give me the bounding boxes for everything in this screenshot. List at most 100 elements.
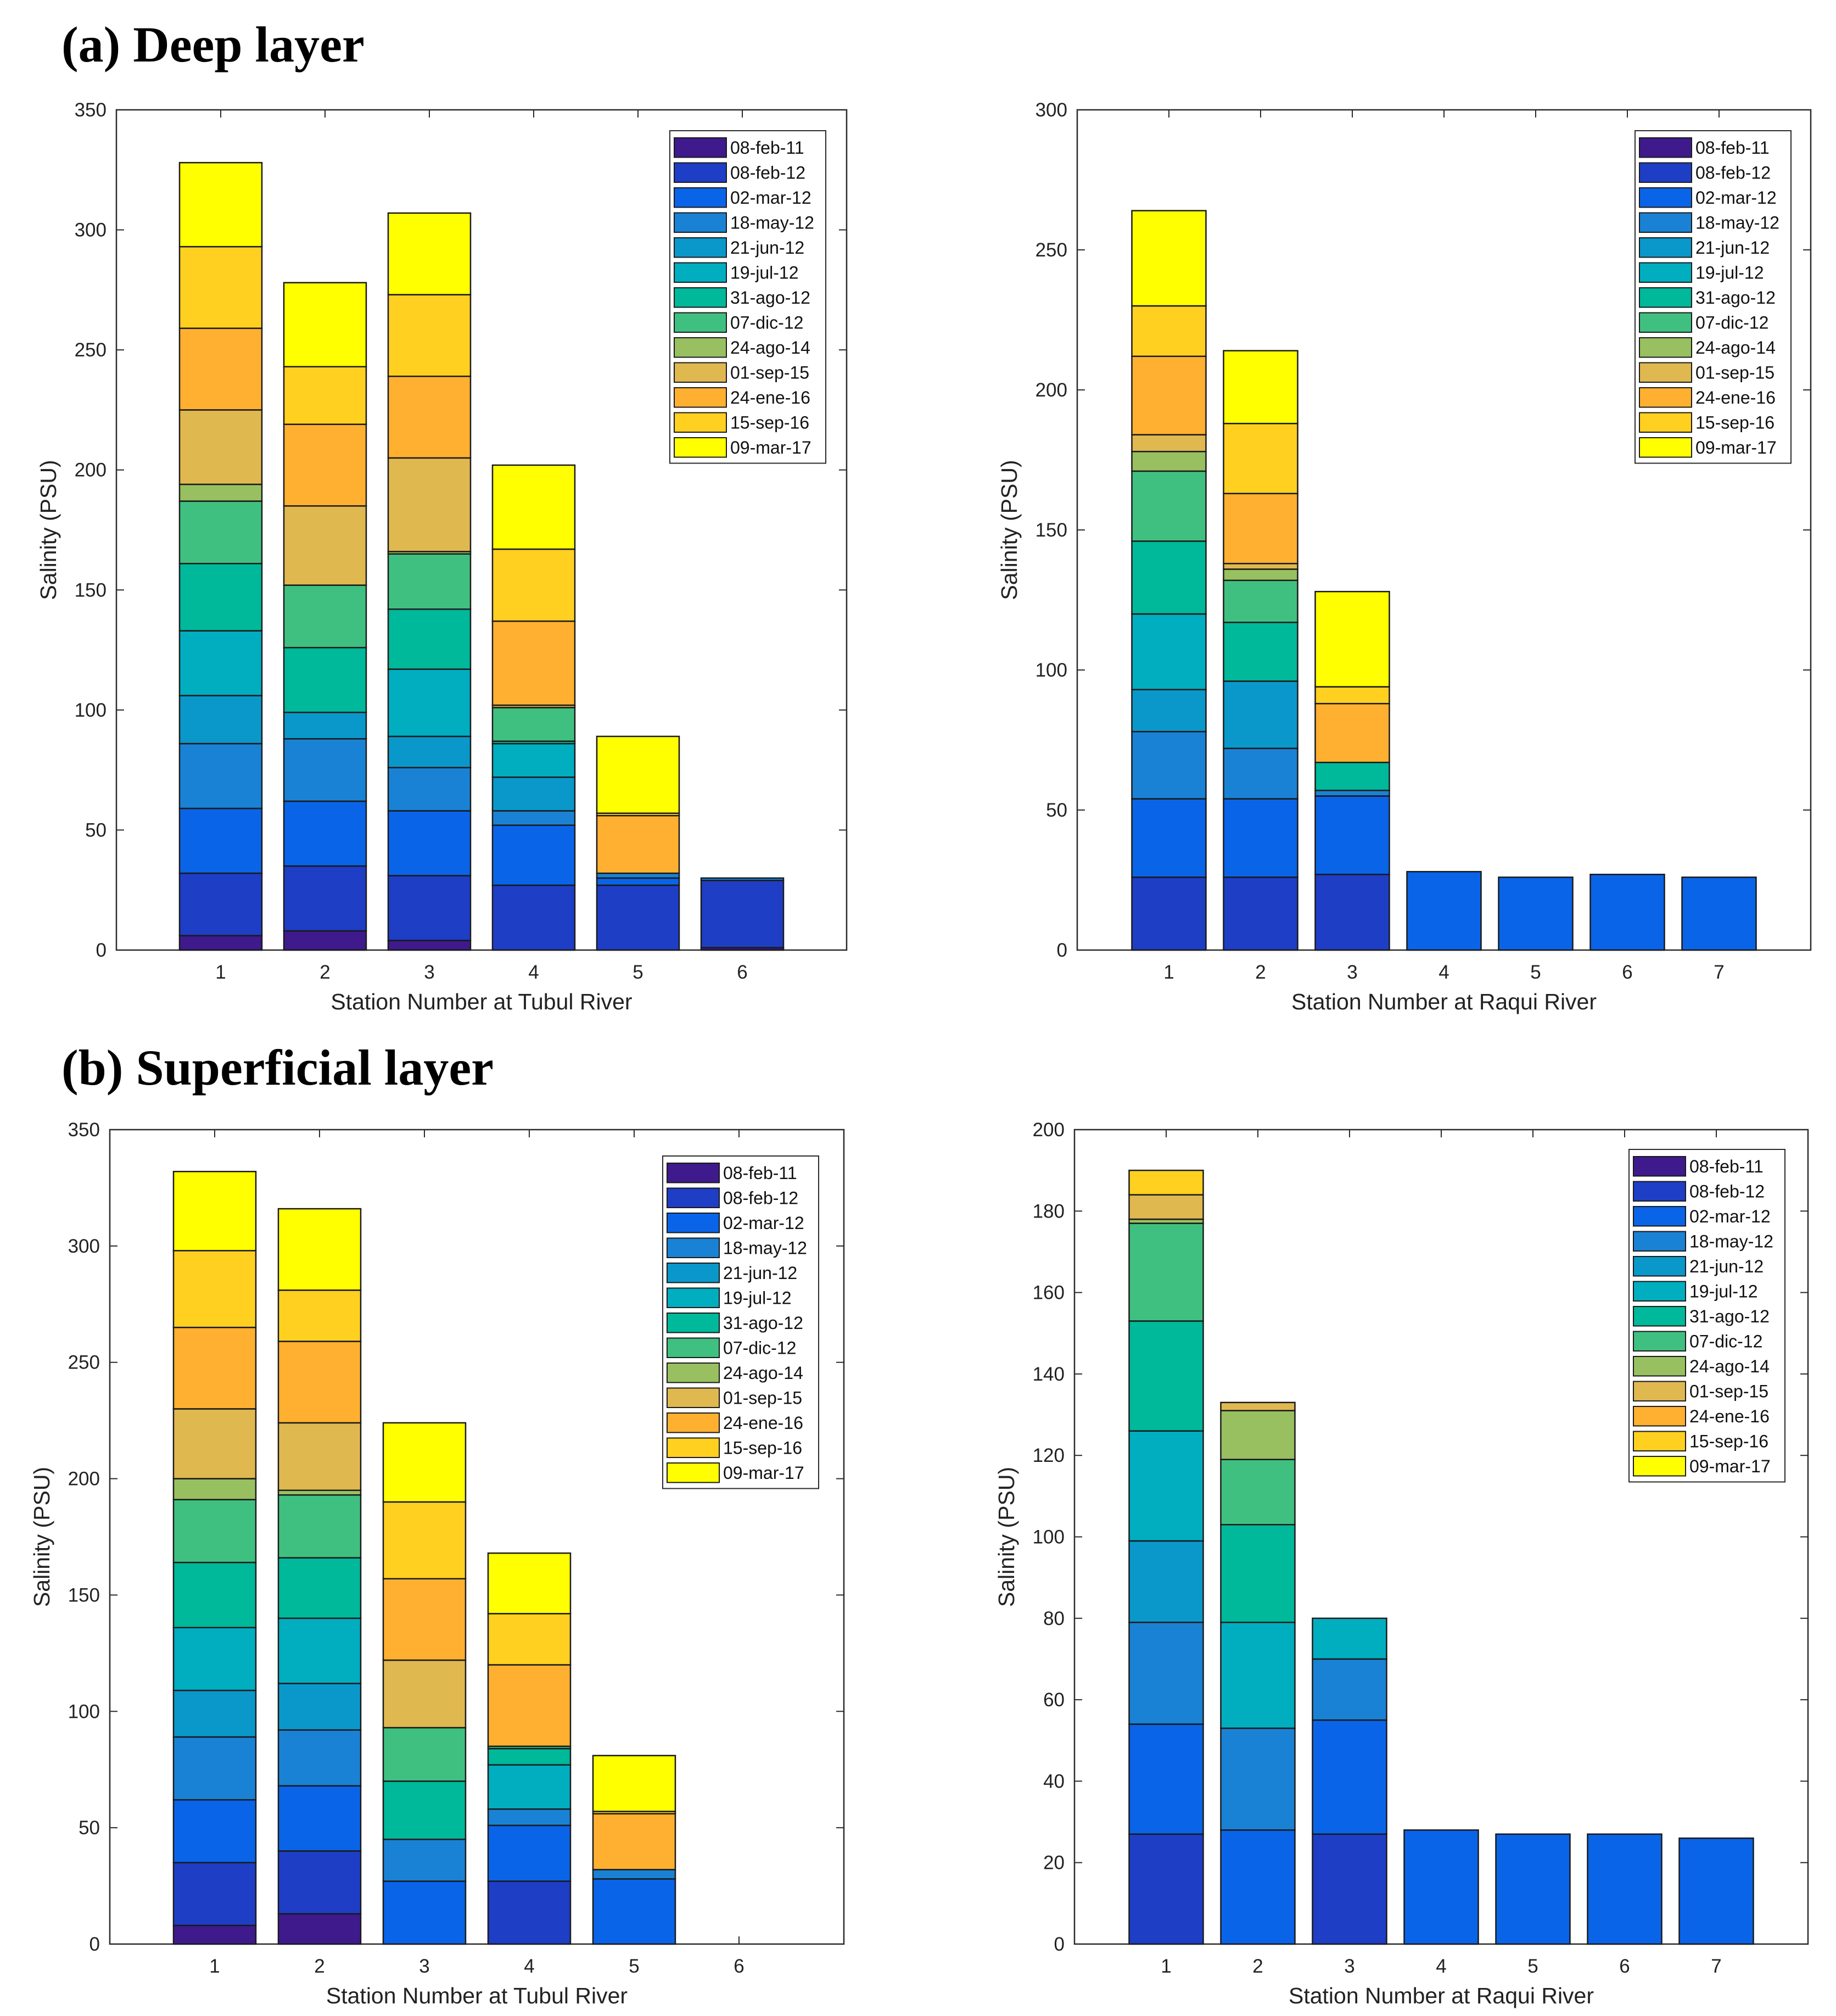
bar-segment <box>487 1824 572 1882</box>
legend-label: 31-ago-12 <box>1689 1306 1770 1326</box>
bar-segment <box>592 1813 676 1870</box>
bar-segment <box>1223 493 1298 565</box>
legend-label: 15-sep-16 <box>1689 1431 1768 1451</box>
legend-swatch <box>1633 1181 1686 1202</box>
legend-label: 02-mar-12 <box>730 188 811 208</box>
x-tick-label: 7 <box>1711 1956 1721 1977</box>
x-tick-label: 3 <box>1347 962 1357 983</box>
bar-segment <box>178 935 263 951</box>
x-tick-label: 1 <box>209 1956 220 1977</box>
y-tick-label: 0 <box>1054 1934 1065 1955</box>
bar-segment <box>283 800 367 867</box>
y-tick-label: 250 <box>75 339 107 361</box>
bar-segment <box>1131 689 1207 733</box>
bar-segment <box>178 327 263 411</box>
bar-segment <box>491 884 576 951</box>
legend-label: 24-ene-16 <box>730 388 810 407</box>
bar-segment <box>178 562 263 632</box>
x-tick-label: 5 <box>1530 962 1541 983</box>
legend-label: 18-may-12 <box>723 1238 807 1258</box>
bar-segment <box>277 1208 362 1291</box>
bar-segment <box>596 877 680 886</box>
legend-swatch <box>674 337 727 358</box>
bar-segment <box>487 1747 572 1766</box>
legend-label: 24-ene-16 <box>723 1413 803 1433</box>
legend-swatch <box>667 1362 720 1383</box>
legend-swatch <box>1633 1156 1686 1177</box>
bar-segment <box>382 1727 467 1782</box>
legend-label: 19-jul-12 <box>730 263 799 282</box>
bar-segment <box>487 1764 572 1810</box>
legend-label: 01-sep-15 <box>723 1388 802 1408</box>
bar-segment <box>1128 1430 1204 1542</box>
legend-label: 08-feb-11 <box>723 1163 797 1183</box>
bar-segment <box>1403 1829 1479 1945</box>
bar-segment <box>491 742 576 778</box>
legend-swatch <box>667 1237 720 1258</box>
x-axis-label: Station Number at Raqui River <box>1291 989 1597 1014</box>
bar-segment <box>283 738 367 802</box>
bar-segment <box>596 872 680 879</box>
legend-swatch <box>674 437 727 458</box>
bar-segment <box>1220 1459 1296 1526</box>
legend-label: 21-jun-12 <box>723 1263 797 1283</box>
legend-label: 08-feb-12 <box>1695 163 1771 182</box>
bar-segment <box>283 505 367 586</box>
legend-label: 02-mar-12 <box>723 1213 804 1233</box>
legend-label: 01-sep-15 <box>1695 362 1775 382</box>
legend-label: 09-mar-17 <box>730 438 811 457</box>
legend-swatch <box>667 1337 720 1358</box>
bar-segment <box>387 735 472 769</box>
bar-segment <box>172 1924 257 1945</box>
bar-segment <box>387 457 472 552</box>
legend-label: 19-jul-12 <box>1695 263 1764 282</box>
legend-label: 24-ago-14 <box>723 1363 803 1383</box>
bar-segment <box>277 1341 362 1424</box>
bar-segment <box>1131 876 1207 951</box>
x-tick-label: 3 <box>1344 1956 1354 1977</box>
bar-segment <box>1223 350 1298 425</box>
legend-label: 21-jun-12 <box>1689 1256 1764 1276</box>
bar-segment <box>387 375 472 459</box>
bar-segment <box>172 1799 257 1863</box>
legend-swatch <box>674 187 727 208</box>
heading-b: (b) Superficial layer <box>61 1040 494 1096</box>
bar-segment <box>491 824 576 886</box>
bar-segment <box>178 483 263 502</box>
bar-segment <box>172 1171 257 1252</box>
legend-swatch <box>674 312 727 333</box>
y-axis-label: Salinity (PSU) <box>997 460 1022 600</box>
bar-segment <box>382 1880 467 1945</box>
legend-label: 19-jul-12 <box>1689 1281 1758 1301</box>
bar-segment <box>1223 680 1298 750</box>
legend-swatch <box>1633 1406 1686 1427</box>
x-axis-label: Station Number at Tubul River <box>331 989 632 1014</box>
y-tick-label: 100 <box>1033 1527 1065 1548</box>
y-tick-label: 120 <box>1033 1445 1065 1466</box>
chart-deep-raqui: 0 50 100 150 200 250 300 1 2 3 4 5 6 7 Station Number … <box>997 99 1812 1014</box>
x-tick-label: 5 <box>1527 1956 1538 1977</box>
bar-segment <box>387 212 472 295</box>
legend-label: 24-ago-14 <box>1695 338 1776 358</box>
legend-swatch <box>1639 237 1692 258</box>
legend-swatch <box>667 1387 720 1408</box>
bar-segment <box>1314 795 1390 875</box>
legend-label: 02-mar-12 <box>1695 188 1777 208</box>
legend-swatch <box>1639 312 1692 333</box>
bar-segment <box>387 940 472 951</box>
x-tick-label: 4 <box>524 1956 534 1977</box>
legend-swatch <box>1639 412 1692 433</box>
legend-label: 09-mar-17 <box>1689 1456 1771 1476</box>
x-tick-label: 5 <box>629 1956 639 1977</box>
y-tick-label: 350 <box>68 1119 100 1141</box>
bar-segment <box>178 500 263 565</box>
legend-swatch <box>1633 1331 1686 1352</box>
bar-segment <box>172 1408 257 1479</box>
bar-segment <box>382 1780 467 1840</box>
bar-segment <box>387 608 472 670</box>
bar-segment <box>283 584 367 649</box>
y-tick-label: 0 <box>96 940 107 961</box>
y-tick-label: 60 <box>1043 1689 1065 1711</box>
legend-swatch <box>674 137 727 158</box>
